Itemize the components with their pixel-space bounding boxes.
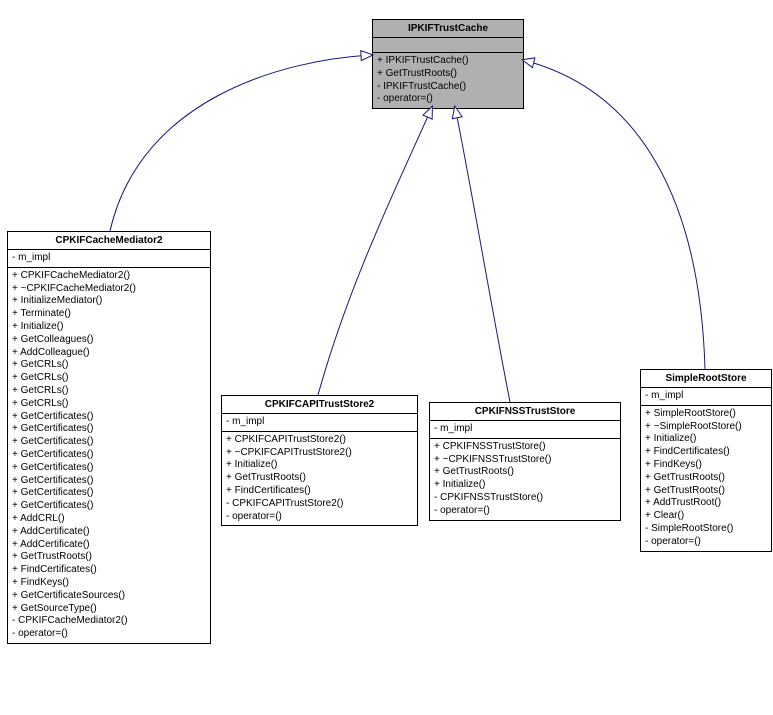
class-methods: + IPKIFTrustCache() + GetTrustRoots() - … xyxy=(373,53,523,108)
edge-capi xyxy=(318,107,432,395)
class-simplerootstore[interactable]: SimpleRootStore - m_impl + SimpleRootSto… xyxy=(640,369,772,552)
class-title: CPKIFCacheMediator2 xyxy=(8,232,210,250)
class-attrs: - m_impl xyxy=(430,421,620,439)
method: + Initialize() xyxy=(434,479,616,492)
class-cpkifnsstrust[interactable]: CPKIFNSSTrustStore - m_impl + CPKIFNSSTr… xyxy=(429,402,621,521)
method: + GetCRLs() xyxy=(12,359,206,372)
method: + GetCertificates() xyxy=(12,449,206,462)
method: - operator=() xyxy=(377,93,519,106)
method: + AddCRL() xyxy=(12,513,206,526)
class-attrs: - m_impl xyxy=(8,250,210,268)
method: + SimpleRootStore() xyxy=(645,408,767,421)
method: + CPKIFNSSTrustStore() xyxy=(434,441,616,454)
edge-mediator xyxy=(110,55,372,231)
method: + GetColleagues() xyxy=(12,334,206,347)
method: + GetTrustRoots() xyxy=(645,472,767,485)
method: + GetCertificates() xyxy=(12,462,206,475)
method: + GetTrustRoots() xyxy=(12,551,206,564)
attr: - m_impl xyxy=(645,390,767,403)
method: + GetCertificates() xyxy=(12,411,206,424)
edge-nss xyxy=(455,107,510,402)
method: - IPKIFTrustCache() xyxy=(377,81,519,94)
method: + CPKIFCAPITrustStore2() xyxy=(226,434,413,447)
method: + GetCertificates() xyxy=(12,500,206,513)
method: + AddCertificate() xyxy=(12,526,206,539)
method: - operator=() xyxy=(12,628,206,641)
method: + InitializeMediator() xyxy=(12,295,206,308)
method: + GetCRLs() xyxy=(12,372,206,385)
method: + ~CPKIFCacheMediator2() xyxy=(12,283,206,296)
method: + GetCRLs() xyxy=(12,398,206,411)
method: - CPKIFCacheMediator2() xyxy=(12,615,206,628)
method: - CPKIFCAPITrustStore2() xyxy=(226,498,413,511)
attr: - m_impl xyxy=(12,252,206,265)
class-title: IPKIFTrustCache xyxy=(373,20,523,38)
method: + Terminate() xyxy=(12,308,206,321)
method: + GetCertificates() xyxy=(12,436,206,449)
method: + FindKeys() xyxy=(12,577,206,590)
class-title: SimpleRootStore xyxy=(641,370,771,388)
method: - CPKIFNSSTrustStore() xyxy=(434,492,616,505)
method: + GetTrustRoots() xyxy=(226,472,413,485)
class-attrs-empty xyxy=(373,38,523,53)
class-title: CPKIFCAPITrustStore2 xyxy=(222,396,417,414)
method: + Clear() xyxy=(645,510,767,523)
class-title: CPKIFNSSTrustStore xyxy=(430,403,620,421)
class-cpkifcachemediator2[interactable]: CPKIFCacheMediator2 - m_impl + CPKIFCach… xyxy=(7,231,211,644)
method: + GetSourceType() xyxy=(12,603,206,616)
method: - operator=() xyxy=(645,536,767,549)
method: + Initialize() xyxy=(12,321,206,334)
method: - operator=() xyxy=(434,505,616,518)
method: + ~SimpleRootStore() xyxy=(645,421,767,434)
method: - operator=() xyxy=(226,511,413,524)
method: + GetTrustRoots() xyxy=(645,485,767,498)
class-methods: + CPKIFNSSTrustStore()+ ~CPKIFNSSTrustSt… xyxy=(430,439,620,520)
class-cpkifcapitrust[interactable]: CPKIFCAPITrustStore2 - m_impl + CPKIFCAP… xyxy=(221,395,418,526)
method: + GetTrustRoots() xyxy=(434,466,616,479)
class-ipkiftrustcache[interactable]: IPKIFTrustCache + IPKIFTrustCache() + Ge… xyxy=(372,19,524,109)
method: + AddColleague() xyxy=(12,347,206,360)
method: + CPKIFCacheMediator2() xyxy=(12,270,206,283)
method: + AddTrustRoot() xyxy=(645,497,767,510)
method: + GetCertificates() xyxy=(12,423,206,436)
class-methods: + CPKIFCAPITrustStore2()+ ~CPKIFCAPITrus… xyxy=(222,432,417,526)
edge-simple xyxy=(523,60,705,369)
method: + IPKIFTrustCache() xyxy=(377,55,519,68)
method: + Initialize() xyxy=(645,433,767,446)
method: + GetCertificates() xyxy=(12,487,206,500)
method: + ~CPKIFNSSTrustStore() xyxy=(434,454,616,467)
method: + AddCertificate() xyxy=(12,539,206,552)
class-methods: + CPKIFCacheMediator2()+ ~CPKIFCacheMedi… xyxy=(8,268,210,643)
method: + FindKeys() xyxy=(645,459,767,472)
method: + GetCertificates() xyxy=(12,475,206,488)
method: - SimpleRootStore() xyxy=(645,523,767,536)
class-attrs: - m_impl xyxy=(222,414,417,432)
class-methods: + SimpleRootStore()+ ~SimpleRootStore()+… xyxy=(641,406,771,551)
method: + GetCRLs() xyxy=(12,385,206,398)
method: + GetTrustRoots() xyxy=(377,68,519,81)
method: + GetCertificateSources() xyxy=(12,590,206,603)
method: + FindCertificates() xyxy=(12,564,206,577)
method: + FindCertificates() xyxy=(226,485,413,498)
attr: - m_impl xyxy=(434,423,616,436)
class-attrs: - m_impl xyxy=(641,388,771,406)
method: + ~CPKIFCAPITrustStore2() xyxy=(226,447,413,460)
method: + FindCertificates() xyxy=(645,446,767,459)
attr: - m_impl xyxy=(226,416,413,429)
method: + Initialize() xyxy=(226,459,413,472)
